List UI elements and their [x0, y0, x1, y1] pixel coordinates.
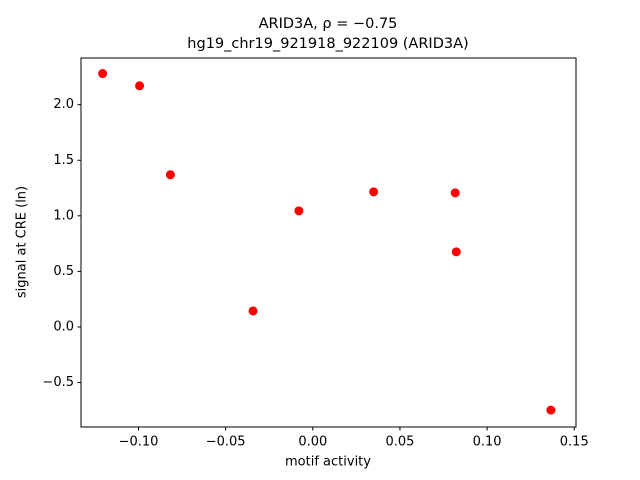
x-axis-label: motif activity [285, 455, 371, 470]
y-tick-label: 2.0 [53, 97, 74, 112]
x-tick-label: 0.15 [560, 435, 589, 450]
point [450, 188, 460, 198]
x-tick-label: 0.10 [473, 435, 502, 450]
y-tick-label: 0.5 [53, 264, 74, 279]
chart-title: ARID3A, ρ = −0.75 [259, 16, 398, 32]
point [451, 247, 461, 257]
y-tick-label: 1.5 [53, 153, 74, 168]
y-tick-label: 1.0 [53, 208, 74, 223]
point [369, 187, 379, 197]
point [294, 206, 304, 216]
point [546, 405, 556, 415]
plot-frame [80, 57, 577, 428]
x-tick-label: −0.05 [206, 435, 246, 450]
point [135, 81, 145, 91]
y-tick-label: 0.0 [53, 319, 74, 334]
point [248, 306, 258, 316]
point [165, 170, 175, 180]
y-axis-label: signal at CRE (ln) [15, 186, 30, 298]
x-tick-label: −0.10 [119, 435, 159, 450]
chart-subtitle: hg19_chr19_921918_922109 (ARID3A) [187, 36, 468, 52]
point [98, 69, 108, 79]
x-tick-label: 0.05 [385, 435, 414, 450]
y-tick-label: −0.5 [42, 375, 74, 390]
x-tick-label: 0.00 [298, 435, 327, 450]
